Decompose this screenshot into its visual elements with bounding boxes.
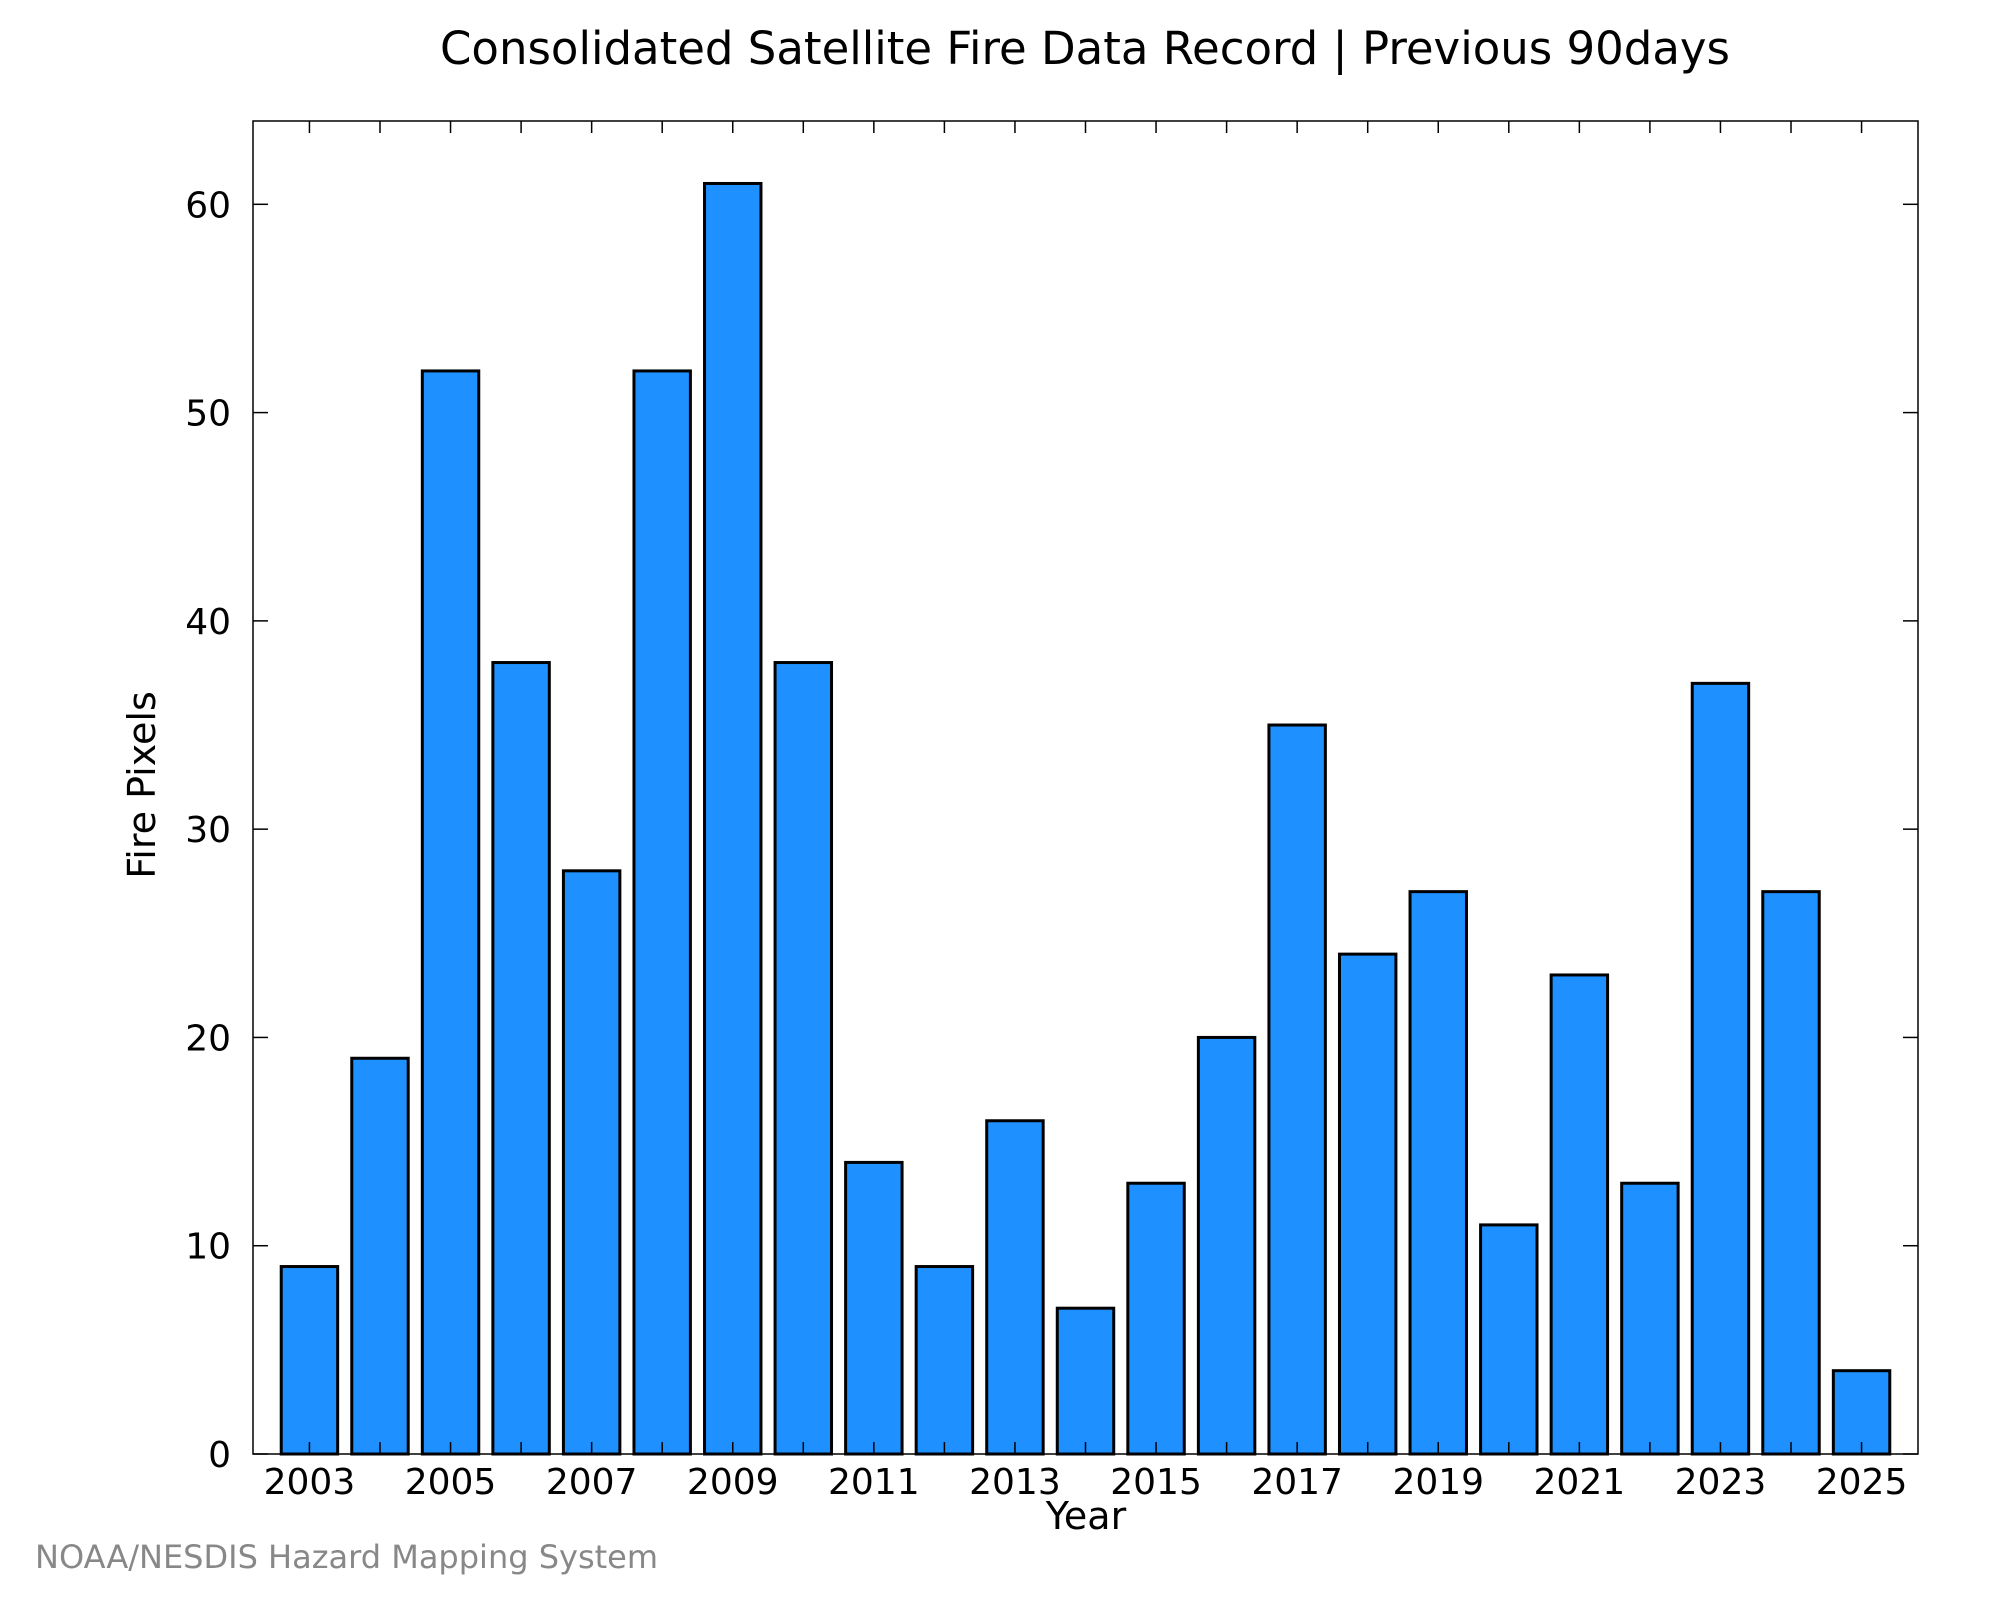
bar-2013 — [985, 1119, 1045, 1456]
bar-2020 — [1479, 1223, 1539, 1456]
bar-2025 — [1831, 1369, 1892, 1456]
bar-2007 — [561, 869, 622, 1456]
bar-2009 — [703, 181, 763, 1456]
bar-2012 — [914, 1265, 975, 1456]
source-credit: NOAA/NESDIS Hazard Mapping System — [35, 1538, 659, 1576]
x-tick-label-2021: 2021 — [1534, 1462, 1626, 1503]
chart-title: Consolidated Satellite Fire Data Record … — [440, 22, 1730, 75]
y-axis-label: Fire Pixels — [120, 691, 164, 879]
bar-2024 — [1761, 890, 1821, 1456]
bar-2008 — [632, 369, 692, 1456]
x-tick-label-2009: 2009 — [687, 1462, 779, 1503]
x-tick-label-2005: 2005 — [405, 1462, 497, 1503]
bar-2014 — [1055, 1306, 1116, 1456]
bar-2004 — [350, 1056, 410, 1456]
y-tick-label-30: 30 — [185, 810, 231, 851]
y-tick-label-20: 20 — [185, 1018, 231, 1059]
bar-2015 — [1126, 1181, 1186, 1456]
x-tick-label-2007: 2007 — [546, 1462, 638, 1503]
bar-2018 — [1337, 952, 1398, 1456]
bar-2016 — [1196, 1035, 1257, 1456]
x-tick-label-2011: 2011 — [828, 1462, 920, 1503]
bar-2023 — [1690, 681, 1751, 1456]
bar-2010 — [773, 661, 834, 1456]
bar-2022 — [1620, 1181, 1680, 1456]
x-tick-label-2023: 2023 — [1675, 1462, 1767, 1503]
x-tick-label-2003: 2003 — [264, 1462, 356, 1503]
x-tick-label-2025: 2025 — [1816, 1462, 1908, 1503]
bar-2006 — [491, 661, 551, 1456]
x-tick-label-2013: 2013 — [969, 1462, 1061, 1503]
y-tick-label-60: 60 — [185, 185, 231, 226]
y-tick-label-10: 10 — [185, 1227, 231, 1268]
bar-2017 — [1267, 723, 1327, 1456]
bar-2005 — [420, 369, 481, 1456]
bar-2011 — [844, 1160, 904, 1456]
plot-area: 0 10 20 30 40 50 60 2003 2005 2007 2009 2011 2013 201… — [185, 120, 1919, 1503]
x-axis-label: Year — [1045, 1494, 1127, 1538]
x-tick-label-2019: 2019 — [1392, 1462, 1484, 1503]
y-tick-label-50: 50 — [185, 394, 231, 435]
y-tick-label-40: 40 — [185, 602, 231, 643]
x-tick-label-2017: 2017 — [1251, 1462, 1343, 1503]
bar-2021 — [1549, 973, 1610, 1456]
bar-2019 — [1408, 890, 1468, 1456]
x-tick-label-2015: 2015 — [1110, 1462, 1202, 1503]
y-tick-label-0: 0 — [208, 1435, 231, 1476]
bar-2003 — [279, 1265, 340, 1456]
